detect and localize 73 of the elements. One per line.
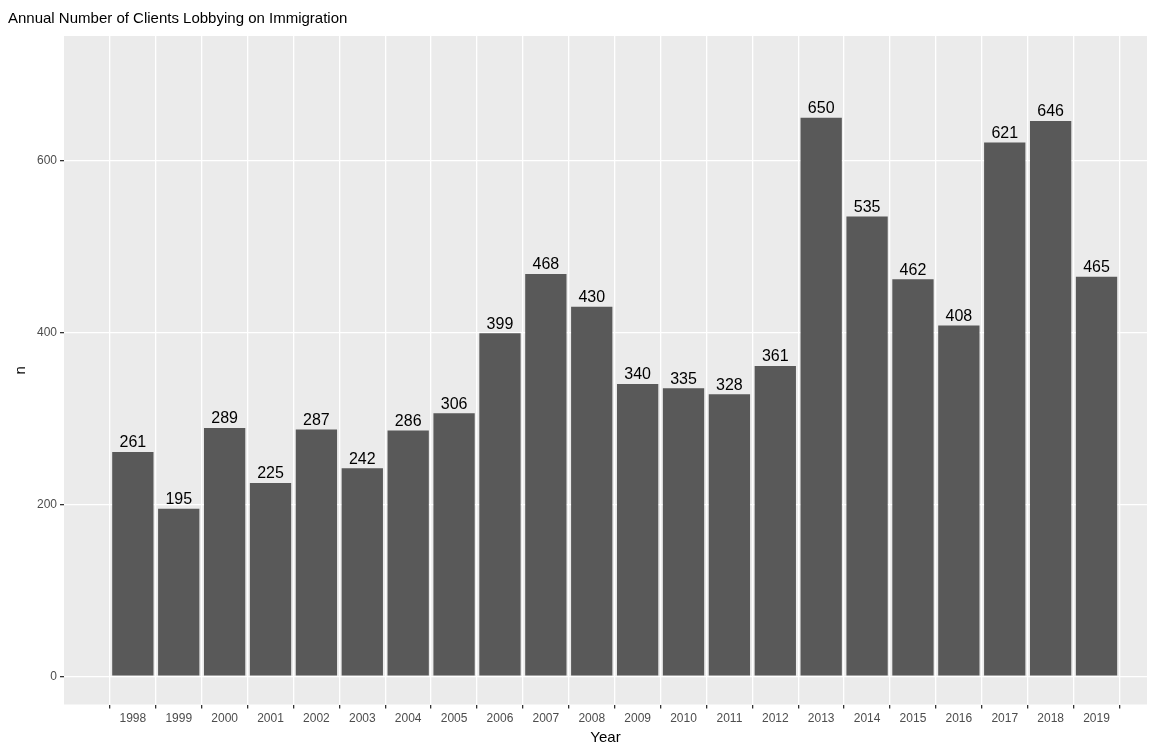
- x-tick-label: 2016: [945, 711, 973, 726]
- bar: [525, 274, 567, 676]
- x-tick-label: 2012: [761, 711, 789, 726]
- y-axis-title: n: [11, 366, 29, 375]
- bar: [616, 384, 659, 676]
- x-tick-label: 2017: [991, 711, 1019, 726]
- bar: [433, 413, 475, 676]
- data-label: 289: [211, 409, 239, 427]
- x-tick-label: 2006: [486, 711, 514, 726]
- data-label: 408: [945, 307, 973, 325]
- x-tick-label: 2010: [670, 711, 698, 726]
- data-label: 399: [486, 314, 514, 332]
- bar: [158, 508, 200, 676]
- bar: [1075, 276, 1118, 676]
- bar: [341, 468, 383, 676]
- bar: [984, 142, 1026, 676]
- x-tick-label: 2014: [853, 711, 881, 726]
- bar: [846, 216, 888, 676]
- data-label: 430: [578, 288, 606, 306]
- bar: [1029, 121, 1072, 676]
- y-tick-label: 0: [50, 668, 58, 683]
- bar: [571, 306, 613, 676]
- bar: [387, 430, 429, 676]
- x-tick-label: 2000: [211, 711, 239, 726]
- data-label: 328: [716, 375, 743, 393]
- data-label: 195: [165, 490, 193, 508]
- x-tick-label: 2004: [394, 711, 422, 726]
- x-tick-label: 2007: [532, 711, 560, 726]
- x-tick-label: 2001: [257, 711, 285, 726]
- bar: [479, 333, 521, 676]
- bar: [754, 366, 796, 676]
- data-label: 646: [1037, 102, 1065, 120]
- x-tick-label: 1999: [165, 711, 193, 726]
- x-tick-label: 2019: [1083, 711, 1111, 726]
- y-tick-label: 400: [36, 324, 58, 339]
- x-tick-label: 2005: [440, 711, 468, 726]
- x-tick-label: 2002: [303, 711, 331, 726]
- data-label: 650: [807, 99, 835, 117]
- y-tick-label: 600: [36, 152, 58, 167]
- data-label: 340: [624, 365, 652, 383]
- data-label: 361: [761, 347, 789, 365]
- bar: [938, 325, 980, 676]
- data-label: 462: [899, 260, 927, 278]
- bar: [662, 388, 705, 676]
- y-tick-label: 200: [36, 496, 58, 511]
- data-label: 287: [303, 411, 330, 428]
- data-label: 535: [853, 197, 881, 215]
- bar: [249, 482, 292, 676]
- data-label: 306: [440, 394, 468, 412]
- x-axis-title: Year: [590, 728, 621, 746]
- x-tick-label: 2015: [899, 711, 927, 726]
- data-label: 621: [991, 123, 1019, 141]
- x-tick-label: 2011: [716, 711, 743, 726]
- bar: [892, 279, 934, 676]
- data-label: 468: [532, 255, 560, 273]
- bar: [800, 117, 842, 676]
- bar: [112, 451, 154, 676]
- data-label: 335: [670, 369, 697, 387]
- x-tick-label: 2008: [578, 711, 606, 726]
- data-label: 286: [394, 411, 422, 429]
- bar: [295, 429, 338, 676]
- x-tick-label: 2003: [348, 711, 376, 726]
- x-tick-label: 1998: [119, 711, 147, 726]
- data-label: 261: [119, 433, 147, 451]
- chart-title: Annual Number of Clients Lobbying on Immigration: [8, 9, 348, 27]
- bar: [203, 427, 246, 676]
- bar: [708, 394, 751, 676]
- data-label: 225: [257, 464, 284, 482]
- x-tick-label: 2018: [1037, 711, 1065, 726]
- data-label: 465: [1083, 258, 1110, 276]
- x-tick-label: 2013: [807, 711, 835, 726]
- x-tick-label: 2009: [624, 711, 652, 726]
- data-label: 242: [348, 449, 376, 467]
